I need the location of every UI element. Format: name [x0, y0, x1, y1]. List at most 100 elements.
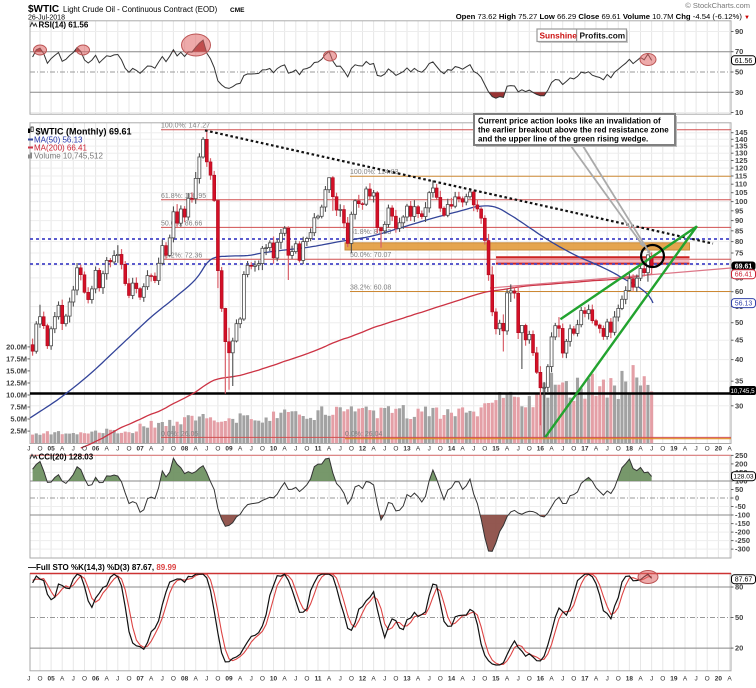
- svg-text:50: 50: [735, 68, 743, 77]
- svg-text:12: 12: [359, 676, 367, 683]
- svg-text:18: 18: [626, 446, 634, 453]
- svg-text:60: 60: [735, 287, 743, 296]
- svg-text:Current price action looks lik: Current price action looks like an inval…: [478, 117, 661, 126]
- svg-text:A: A: [238, 446, 243, 453]
- svg-text:J: J: [72, 446, 75, 453]
- svg-text:17: 17: [581, 446, 589, 453]
- svg-text:A: A: [683, 446, 688, 453]
- svg-text:A: A: [282, 676, 287, 683]
- svg-text:J: J: [250, 676, 253, 683]
- svg-text:A: A: [149, 676, 154, 683]
- svg-text:11: 11: [315, 446, 322, 453]
- svg-text:J: J: [383, 676, 386, 683]
- svg-text:A: A: [371, 676, 376, 683]
- svg-text:J: J: [561, 676, 564, 683]
- svg-text:A: A: [60, 446, 65, 453]
- svg-text:A: A: [460, 446, 465, 453]
- svg-text:38.2%: 60.08: 38.2%: 60.08: [350, 285, 391, 292]
- svg-text:O: O: [37, 446, 42, 453]
- svg-text:115: 115: [735, 172, 747, 181]
- svg-text:A: A: [371, 446, 376, 453]
- svg-text:0.0%: 26.05: 0.0%: 26.05: [161, 431, 198, 438]
- svg-text:14: 14: [448, 676, 456, 683]
- svg-text:10.0M: 10.0M: [6, 391, 27, 400]
- svg-text:90: 90: [735, 216, 743, 225]
- svg-text:A: A: [638, 676, 643, 683]
- svg-text:20: 20: [715, 676, 723, 683]
- svg-text:Sunshine: Sunshine: [540, 31, 578, 41]
- svg-text:128.03: 128.03: [733, 474, 754, 481]
- svg-text:A: A: [194, 676, 199, 683]
- svg-text:RSI(14) 61.56: RSI(14) 61.56: [39, 21, 89, 30]
- svg-text:10: 10: [270, 676, 278, 683]
- svg-text:A: A: [105, 446, 110, 453]
- svg-text:J: J: [383, 446, 386, 453]
- svg-text:A: A: [60, 676, 65, 683]
- svg-text:J: J: [694, 446, 697, 453]
- svg-text:CCI(20) 128.03: CCI(20) 128.03: [39, 453, 94, 462]
- svg-text:J: J: [517, 446, 520, 453]
- svg-text:105: 105: [735, 188, 748, 197]
- svg-text:50.0%: 70.07: 50.0%: 70.07: [350, 252, 391, 259]
- svg-text:87.67: 87.67: [735, 577, 753, 584]
- svg-text:18: 18: [626, 676, 634, 683]
- svg-text:07: 07: [136, 676, 144, 683]
- svg-text:7.5M: 7.5M: [10, 403, 27, 412]
- svg-text:O: O: [393, 446, 398, 453]
- svg-text:the earlier breakout above the: the earlier breakout above the red resis…: [478, 126, 669, 135]
- svg-text:A: A: [327, 446, 332, 453]
- svg-text:O: O: [37, 676, 42, 683]
- svg-text:J: J: [205, 446, 208, 453]
- svg-text:10: 10: [270, 446, 278, 453]
- svg-text:11: 11: [315, 676, 322, 683]
- svg-text:05: 05: [47, 676, 55, 683]
- svg-text:14: 14: [448, 446, 456, 453]
- svg-text:20: 20: [735, 644, 743, 653]
- svg-text:50: 50: [735, 613, 743, 622]
- svg-text:85: 85: [735, 226, 743, 235]
- svg-text:90: 90: [735, 27, 743, 36]
- svg-text:J: J: [472, 446, 475, 453]
- svg-text:0.0%: 26.04: 0.0%: 26.04: [345, 431, 382, 438]
- svg-text:A: A: [149, 446, 154, 453]
- svg-text:Volume 10,745,512: Volume 10,745,512: [34, 152, 103, 161]
- svg-text:56.13: 56.13: [735, 301, 753, 308]
- svg-text:10: 10: [735, 108, 743, 117]
- svg-text:A: A: [416, 676, 421, 683]
- svg-text:5.0M: 5.0M: [10, 415, 27, 424]
- svg-text:O: O: [126, 446, 131, 453]
- svg-text:09: 09: [225, 676, 233, 683]
- svg-text:A: A: [105, 676, 110, 683]
- svg-text:J: J: [161, 676, 164, 683]
- svg-text:12: 12: [359, 446, 367, 453]
- svg-text:Light Crude Oil - Continuous C: Light Crude Oil - Continuous Contract (E…: [63, 5, 218, 14]
- svg-text:O: O: [171, 446, 176, 453]
- svg-text:15: 15: [492, 676, 500, 683]
- svg-text:J: J: [694, 676, 697, 683]
- svg-text:61.56: 61.56: [735, 58, 753, 65]
- svg-text:A: A: [594, 676, 599, 683]
- svg-text:O: O: [304, 446, 309, 453]
- svg-text:10,745,5: 10,745,5: [730, 388, 755, 395]
- svg-text:A: A: [638, 446, 643, 453]
- svg-text:145: 145: [735, 128, 748, 137]
- svg-text:30: 30: [735, 88, 743, 97]
- svg-text:J: J: [27, 676, 30, 683]
- svg-text:15.0M: 15.0M: [6, 366, 27, 375]
- svg-text:Profits.com: Profits.com: [580, 31, 626, 41]
- svg-text:J: J: [116, 676, 119, 683]
- svg-text:95: 95: [735, 206, 743, 215]
- svg-text:J: J: [561, 446, 564, 453]
- svg-text:J: J: [250, 446, 253, 453]
- svg-text:06: 06: [92, 446, 100, 453]
- svg-text:09: 09: [225, 446, 233, 453]
- svg-text:17: 17: [581, 676, 589, 683]
- svg-text:16: 16: [537, 446, 545, 453]
- svg-text:O: O: [660, 676, 665, 683]
- svg-text:—Full STO %K(14,3) %D(3) 87.67: —Full STO %K(14,3) %D(3) 87.67, 89.99: [28, 563, 177, 572]
- svg-text:A: A: [549, 446, 554, 453]
- svg-text:J: J: [517, 676, 520, 683]
- svg-text:08: 08: [181, 676, 189, 683]
- svg-text:70: 70: [735, 47, 743, 56]
- svg-text:O: O: [705, 446, 710, 453]
